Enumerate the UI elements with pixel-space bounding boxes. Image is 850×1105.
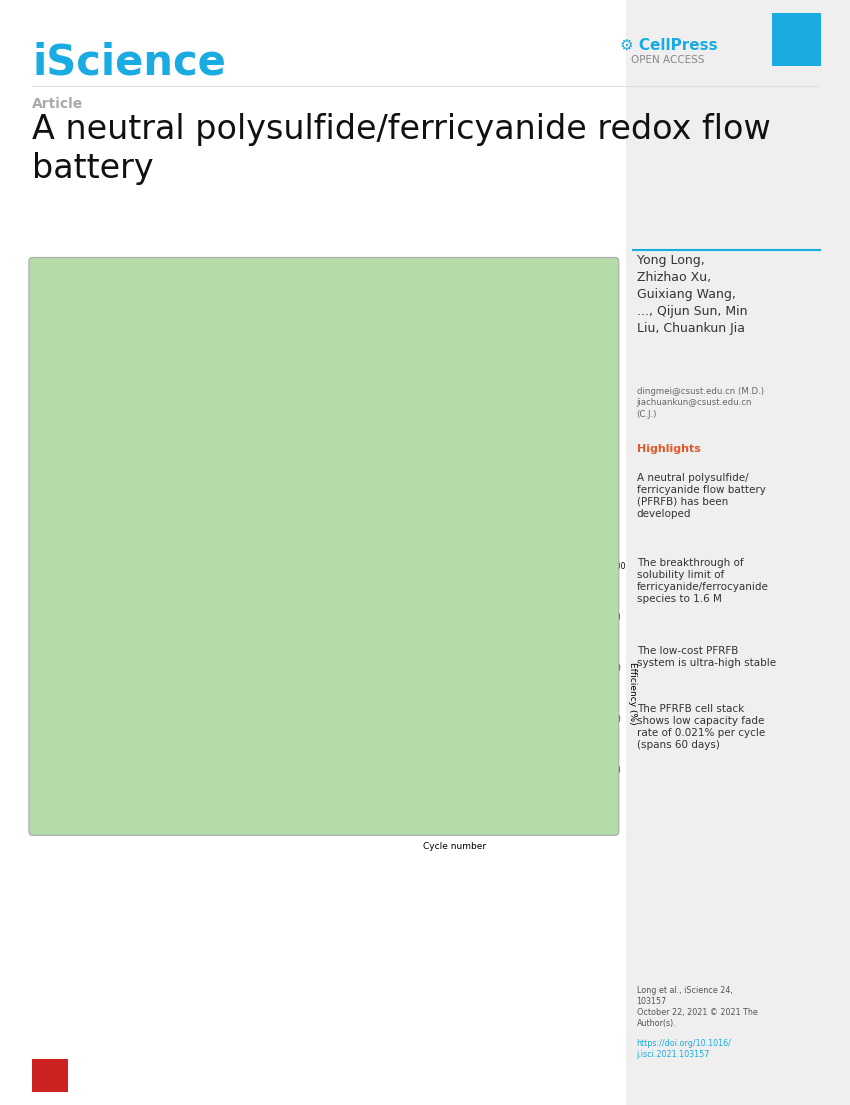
Text: Article: Article	[32, 97, 83, 112]
FancyBboxPatch shape	[62, 412, 108, 549]
Bar	[37, 572, 161, 821]
Text: ⚙ CellPress: ⚙ CellPress	[620, 38, 718, 53]
Ellipse shape	[115, 283, 164, 316]
Y-axis label: Efficiency (%): Efficiency (%)	[628, 662, 637, 724]
Text: A neutral polysulfide/
ferricyanide flow battery
(PFRFB) has been
developed: A neutral polysulfide/ ferricyanide flow…	[637, 473, 766, 519]
Text: Neutral
Ultrastable: Neutral Ultrastable	[68, 297, 137, 319]
X-axis label: Cycle number: Cycle number	[423, 842, 486, 851]
Bar	[271, 381, 295, 564]
Text: ▦: ▦	[85, 680, 118, 714]
Text: The PFRFB cell stack
shows low capacity fade
rate of 0.021% per cycle
(spans 60 : The PFRFB cell stack shows low capacity …	[637, 704, 765, 750]
Bar	[292, 381, 355, 564]
Text: dingmei@csust.edu.cn (M.D.)
jiachuankun@csust.edu.cn
(C.J.): dingmei@csust.edu.cn (M.D.) jiachuankun@…	[637, 387, 763, 419]
Ellipse shape	[41, 278, 164, 345]
Text: N212: N212	[280, 462, 286, 483]
Ellipse shape	[37, 311, 81, 339]
Text: A neutral polysulfide/ferricyanide redox flow
battery: A neutral polysulfide/ferricyanide redox…	[32, 113, 771, 186]
FancyBboxPatch shape	[174, 622, 275, 807]
Text: S$^{2-}$: S$^{2-}$	[315, 411, 332, 424]
Ellipse shape	[498, 409, 539, 431]
Text: Long et al., iScience 24,
103157
October 22, 2021 © 2021 The
Author(s).: Long et al., iScience 24, 103157 October…	[637, 986, 757, 1028]
Ellipse shape	[35, 283, 96, 325]
Text: Cost effective
Scalable: Cost effective Scalable	[473, 297, 560, 319]
Ellipse shape	[429, 311, 487, 339]
Text: OPEN ACCESS: OPEN ACCESS	[631, 55, 704, 65]
Text: The low-cost PFRFB
system is ultra-high stable: The low-cost PFRFB system is ultra-high …	[637, 646, 776, 669]
Ellipse shape	[65, 409, 105, 431]
Ellipse shape	[434, 278, 599, 345]
Text: iScience: iScience	[32, 42, 226, 84]
Text: RFB: RFB	[44, 1073, 56, 1077]
Text: The breakthrough of
solubility limit of
ferricyanide/ferrocyanide
species to 1.6: The breakthrough of solubility limit of …	[637, 558, 768, 604]
Text: Highlights: Highlights	[637, 444, 700, 454]
Bar	[49, 597, 153, 809]
Ellipse shape	[425, 283, 508, 325]
Ellipse shape	[546, 311, 604, 339]
Bar	[211, 381, 275, 564]
Ellipse shape	[65, 526, 105, 544]
Text: Yong Long,
Zhizhao Xu,
Guixiang Wang,
..., Qijun Sun, Min
Liu, Chuankun Jia: Yong Long, Zhizhao Xu, Guixiang Wang, ..…	[637, 254, 747, 335]
Y-axis label: Capacity retention (%): Capacity retention (%)	[269, 642, 278, 744]
Ellipse shape	[124, 311, 167, 339]
FancyBboxPatch shape	[496, 412, 541, 549]
Text: [Fe(CN)$_6$]$^{4-}$: [Fe(CN)$_6$]$^{4-}$	[224, 513, 262, 523]
Text: S$_2$$^{2-}$: S$_2$$^{2-}$	[313, 511, 334, 525]
Ellipse shape	[498, 526, 539, 544]
Text: https://doi.org/10.1016/
j.isci.2021.103157: https://doi.org/10.1016/ j.isci.2021.103…	[637, 1039, 732, 1059]
Legend: Capacity retention, Coulombic efficiency, Energy efficiency, Voltage efficiency: Capacity retention, Coulombic efficiency…	[309, 783, 389, 817]
Text: [Fe(CN)$_6$]$^{3-}$: [Fe(CN)$_6$]$^{3-}$	[224, 412, 262, 423]
Ellipse shape	[533, 283, 599, 316]
